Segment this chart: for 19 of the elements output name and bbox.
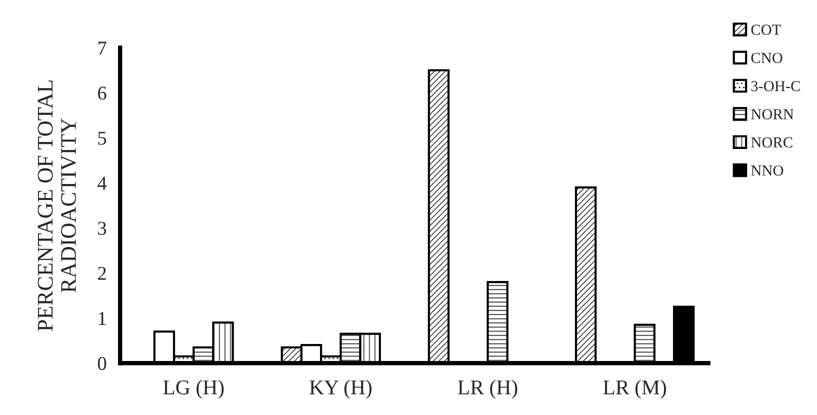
x-tick-label: LR (M) (603, 380, 666, 399)
x-tick-label: LG (H) (163, 380, 224, 399)
legend-label: NORC (751, 137, 792, 148)
y-tick-label: 1 (98, 312, 106, 325)
y-tick-label: 0 (98, 356, 106, 370)
x-tick-label: LR (H) (458, 380, 518, 399)
y-tick-label: 2 (98, 266, 106, 280)
y-tick-label: 5 (98, 132, 106, 145)
y-tick-label: 3 (98, 222, 106, 235)
y-axis-title: PERCENTAGE OF TOTAL RADIOACTIVITY (38, 80, 76, 332)
y-tick-label: 7 (98, 42, 106, 54)
y-tick-label: 6 (98, 86, 106, 100)
legend-label: NORN (751, 109, 794, 120)
legend-label: CNO (751, 52, 782, 64)
x-tick-label: KY (H) (310, 380, 372, 399)
legend-label: NNO (751, 165, 784, 176)
legend-label: 3-OH-C (751, 80, 800, 92)
y-tick-label: 4 (98, 176, 107, 190)
legend-label: COT (751, 24, 781, 35)
